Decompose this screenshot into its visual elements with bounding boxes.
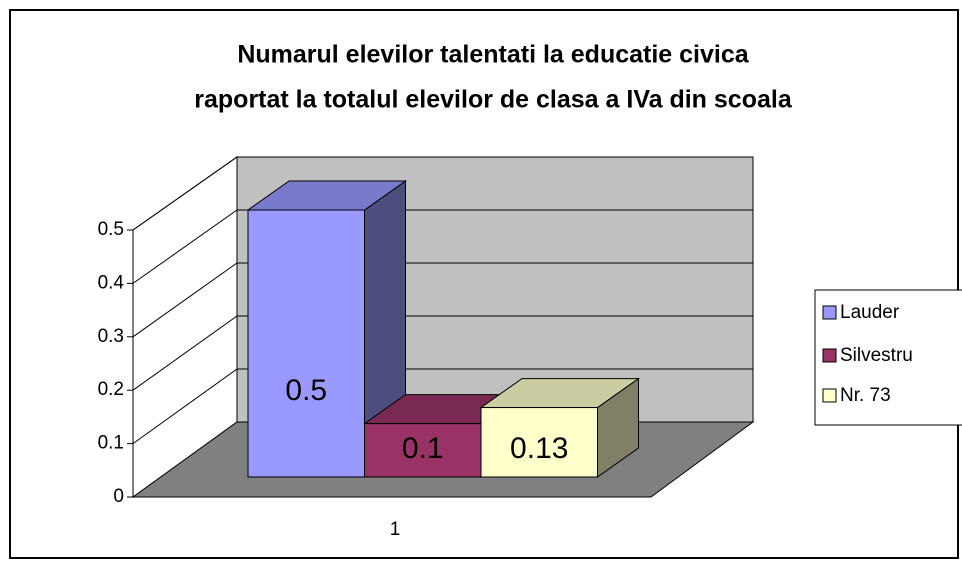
x-tick-label: 1 <box>390 519 401 540</box>
grid-line <box>132 156 753 231</box>
chart-title: raportat la totalul elevilor de clasa a … <box>194 86 793 114</box>
chart-title: Numarul elevilor talentati la educatie c… <box>237 41 749 69</box>
y-tick-label: 0 <box>113 486 124 507</box>
grid-line <box>132 209 753 284</box>
data-label: 0.1 <box>402 432 444 465</box>
legend-label: Silvestru <box>840 345 913 366</box>
legend-label: Nr. 73 <box>840 385 891 406</box>
y-tick-label: 0.1 <box>98 433 124 454</box>
grid-line <box>132 368 753 445</box>
y-tick-label: 0.4 <box>98 272 125 293</box>
legend-box <box>814 289 962 426</box>
legend-swatch <box>822 305 837 320</box>
bar <box>364 423 482 478</box>
data-label: 0.13 <box>510 432 568 465</box>
data-label: 0.5 <box>285 374 327 407</box>
bar <box>247 209 365 478</box>
y-tick-label: 0.2 <box>98 379 124 400</box>
grid-line <box>132 315 753 391</box>
bar <box>480 407 598 478</box>
y-tick-label: 0.3 <box>98 326 124 347</box>
legend-swatch <box>822 388 837 403</box>
y-tick-label: 0.5 <box>98 219 124 240</box>
legend-label: Lauder <box>840 302 900 323</box>
legend-swatch <box>822 348 837 363</box>
grid-line <box>132 262 753 338</box>
